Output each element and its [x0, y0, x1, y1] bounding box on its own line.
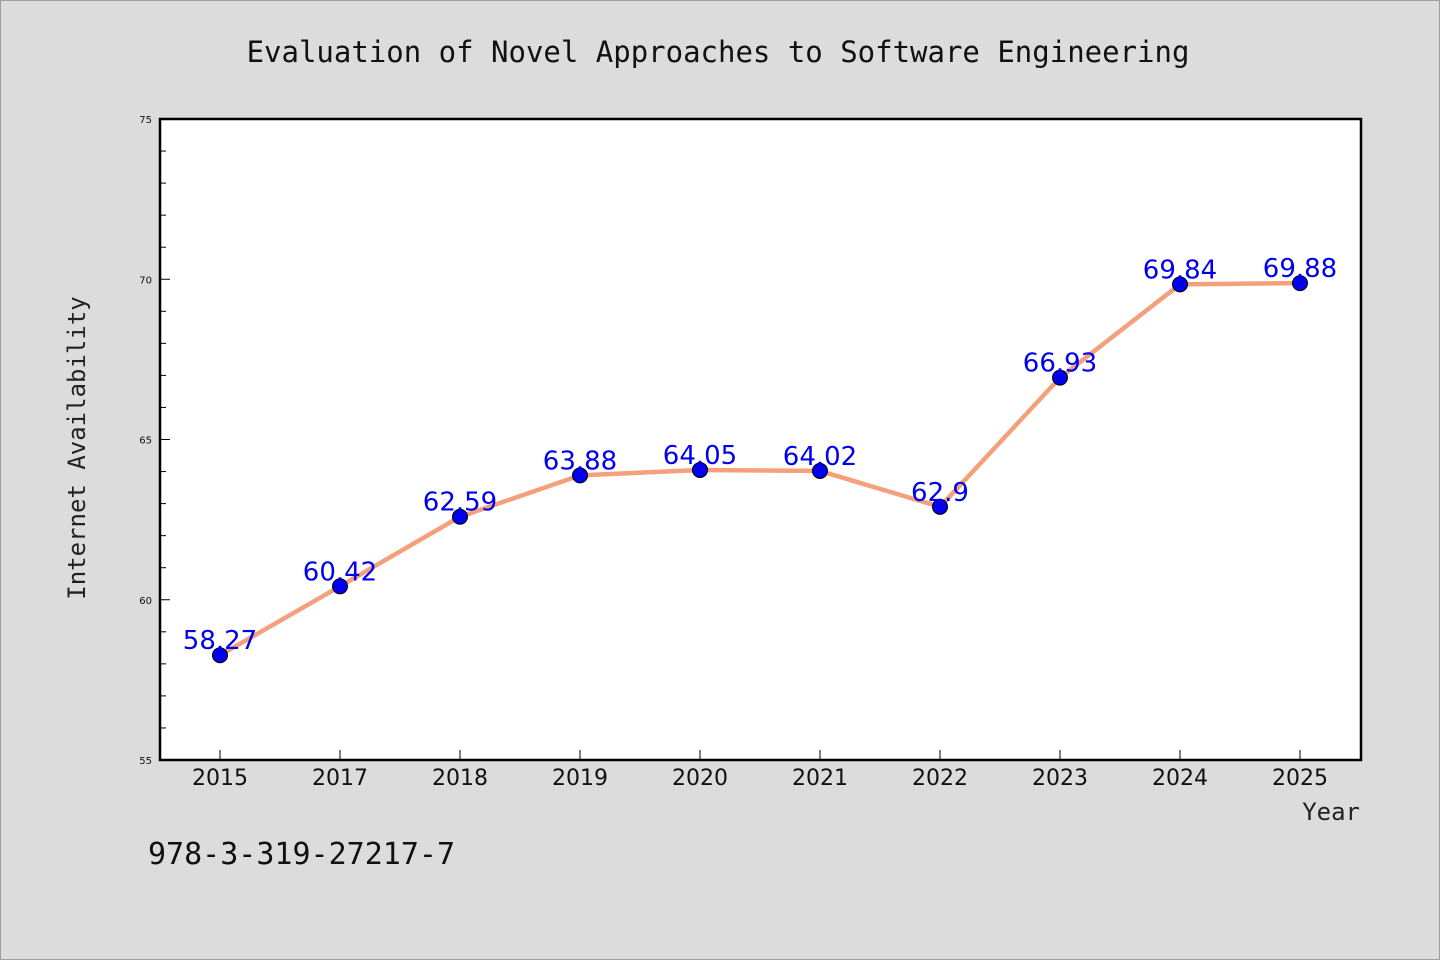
x-tick-label: 2025	[1272, 766, 1328, 791]
data-label: 63.88	[543, 446, 617, 476]
y-tick-label: 55	[139, 756, 152, 767]
data-label: 69.84	[1143, 255, 1217, 285]
isbn-footnote: 978-3-319-27217-7	[148, 837, 455, 872]
y-tick-label: 70	[139, 275, 152, 286]
x-tick-label: 2022	[912, 766, 968, 791]
data-label: 60.42	[303, 557, 377, 587]
x-tick-label: 2020	[672, 766, 728, 791]
data-point-marker	[212, 647, 228, 664]
y-axis-title: Internet Availability	[63, 296, 91, 599]
data-point-marker	[572, 467, 588, 484]
x-tick-label: 2018	[432, 766, 488, 791]
y-tick-label: 75	[139, 115, 152, 126]
plot-area	[158, 117, 1363, 762]
data-point-marker	[452, 508, 468, 525]
y-axis: 55 60 65 70 75	[139, 115, 170, 767]
data-label: 62.9	[911, 478, 969, 508]
chart-title: Evaluation of Novel Approaches to Softwa…	[247, 35, 1190, 69]
data-label: 62.59	[423, 488, 497, 518]
data-label: 69.88	[1263, 254, 1337, 284]
data-point-marker	[1052, 369, 1068, 386]
data-label-group: 58.27 60.42 62.59 63.88 64.05 64.02 62.9 66.93 6…	[183, 254, 1337, 656]
series-line-group	[212, 275, 1308, 664]
x-tick-label: 2024	[1152, 766, 1208, 791]
data-point-marker	[332, 578, 348, 595]
data-label: 64.02	[783, 442, 857, 472]
data-point-marker	[1292, 275, 1308, 292]
x-tick-label: 2017	[312, 766, 368, 791]
x-axis: 2015 2017 2018 2019 2020 2021 2022 2023 2024 2025	[192, 750, 1328, 791]
x-tick-label: 2019	[552, 766, 608, 791]
data-label: 66.93	[1023, 349, 1097, 379]
y-tick-label: 60	[139, 596, 152, 607]
x-tick-label: 2023	[1032, 766, 1088, 791]
data-label: 58.27	[183, 626, 257, 656]
data-point-marker	[812, 462, 828, 479]
x-tick-label: 2015	[192, 766, 248, 791]
x-axis-title: Year	[1302, 798, 1360, 826]
y-tick-label: 65	[139, 436, 152, 447]
data-point-marker	[692, 461, 708, 478]
data-label: 64.05	[663, 441, 737, 471]
data-point-marker	[932, 498, 948, 515]
data-point-marker	[1172, 276, 1188, 293]
x-tick-label: 2021	[792, 766, 848, 791]
series-line	[218, 280, 1301, 658]
